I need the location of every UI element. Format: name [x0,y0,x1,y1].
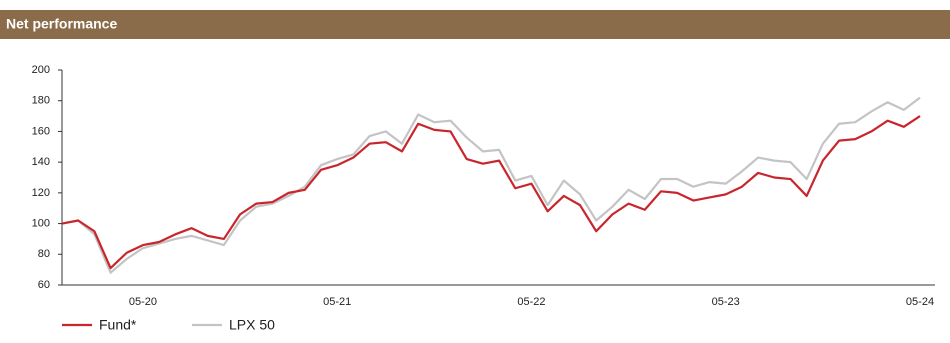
y-tick-label: 180 [32,95,50,107]
x-tick-label: 05-24 [906,296,934,308]
series-line [61,96,921,274]
legend-label: Fund* [99,317,137,333]
y-tick-label: 100 [32,217,50,229]
y-tick-label: 160 [32,125,50,137]
y-tick-label: 140 [32,156,50,168]
legend-label: LPX 50 [229,317,275,333]
y-tick-label: 60 [38,279,50,291]
series-line [61,115,921,270]
y-tick-label: 120 [32,187,50,199]
y-tick-label: 200 [32,64,50,76]
y-tick-label: 80 [38,248,50,260]
x-tick-label: 05-22 [517,296,545,308]
header-bar [0,10,950,39]
x-tick-label: 05-23 [712,296,740,308]
x-tick-label: 05-20 [129,296,157,308]
chart-title: Net performance [6,16,117,32]
x-tick-label: 05-21 [323,296,351,308]
